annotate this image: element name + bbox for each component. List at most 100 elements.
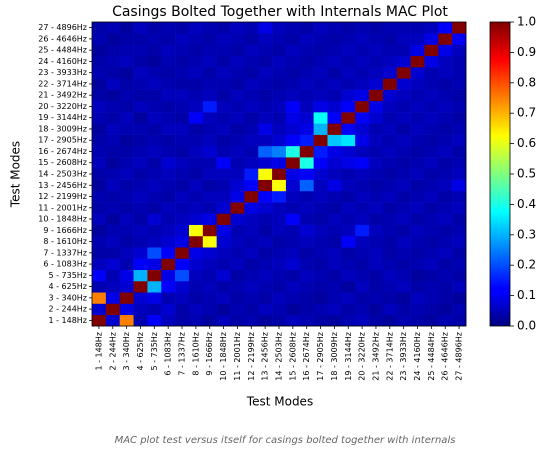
heatmap-cell: [369, 134, 384, 147]
heatmap-cell: [424, 202, 439, 214]
heatmap-cell: [258, 145, 273, 158]
heatmap-cell: [424, 134, 439, 147]
heatmap-cell: [285, 235, 301, 248]
heatmap-cell: [438, 179, 453, 192]
heatmap-cell: [272, 269, 287, 282]
heatmap-cell: [396, 235, 411, 248]
colorbar-tick-label: 0.6: [517, 136, 536, 150]
heatmap-cell: [272, 235, 287, 248]
heatmap-cell: [410, 202, 425, 214]
heatmap-cell: [147, 258, 162, 271]
heatmap-cell: [244, 134, 259, 147]
heatmap-cell: [285, 134, 301, 147]
heatmap-cell: [424, 44, 439, 57]
heatmap-cell: [341, 55, 356, 68]
heatmap-cell: [92, 280, 107, 293]
heatmap-cell: [230, 235, 245, 248]
heatmap-cell: [382, 314, 398, 327]
heatmap-cell: [299, 235, 314, 248]
heatmap-cell: [119, 303, 134, 316]
heatmap-cell: [175, 247, 190, 259]
heatmap-cell: [133, 44, 148, 57]
heatmap-cell: [147, 213, 162, 225]
heatmap-cell: [313, 314, 328, 327]
heatmap-cell: [285, 55, 301, 68]
heatmap-cell: [424, 190, 439, 203]
heatmap-cell: [105, 247, 121, 259]
heatmap-cell: [285, 314, 301, 327]
heatmap-cell: [396, 179, 411, 192]
heatmap-cell: [396, 78, 411, 90]
x-tick-label: 4 - 625Hz: [136, 332, 145, 371]
heatmap-cell: [188, 292, 204, 304]
heatmap-cell: [382, 224, 398, 237]
heatmap-cell: [105, 22, 121, 34]
heatmap-cell: [452, 112, 467, 124]
heatmap-cell: [161, 67, 176, 79]
heatmap-cell: [327, 33, 342, 45]
heatmap-cell: [452, 280, 467, 293]
heatmap-cell: [369, 179, 384, 192]
heatmap-cell: [105, 314, 121, 327]
heatmap-cell: [188, 303, 204, 316]
heatmap-cell: [258, 314, 273, 327]
heatmap-cell: [355, 202, 370, 214]
heatmap-cell: [202, 78, 217, 90]
heatmap-cell: [175, 145, 190, 158]
heatmap-cell: [424, 224, 439, 237]
y-tick-label: 13 - 2456Hz: [38, 181, 87, 190]
heatmap-cell: [341, 168, 356, 180]
heatmap-cell: [161, 235, 176, 248]
heatmap-cell: [119, 224, 134, 237]
heatmap-cell: [202, 292, 217, 304]
heatmap-cell: [299, 202, 314, 214]
heatmap-cell: [133, 157, 148, 169]
heatmap-cell: [327, 224, 342, 237]
heatmap-cell: [119, 89, 134, 102]
heatmap-cell: [438, 213, 453, 225]
heatmap-cell: [313, 157, 328, 169]
y-tick-label: 23 - 3933Hz: [38, 68, 87, 77]
heatmap-cell: [133, 33, 148, 45]
heatmap-cell: [355, 303, 370, 316]
heatmap-cell: [327, 67, 342, 79]
heatmap-cell: [133, 314, 148, 327]
y-tick-label: 15 - 2608Hz: [38, 158, 87, 167]
y-tick-label: 22 - 3714Hz: [38, 79, 87, 88]
heatmap-cell: [299, 303, 314, 316]
heatmap-cell: [161, 292, 176, 304]
heatmap-cell: [438, 280, 453, 293]
heatmap-cell: [313, 190, 328, 203]
heatmap-cell: [216, 235, 231, 248]
heatmap-cell: [161, 303, 176, 316]
heatmap-cell: [147, 33, 162, 45]
heatmap-cell: [105, 292, 121, 304]
heatmap-cell: [410, 269, 425, 282]
heatmap-cell: [382, 78, 398, 90]
heatmap-cell: [382, 235, 398, 248]
heatmap-cell: [313, 224, 328, 237]
heatmap-cell: [175, 224, 190, 237]
heatmap-cell: [341, 89, 356, 102]
x-tick-label: 2 - 244Hz: [108, 332, 117, 371]
heatmap-cell: [452, 179, 467, 192]
heatmap-cell: [396, 224, 411, 237]
heatmap-cell: [396, 44, 411, 57]
heatmap-cell: [230, 314, 245, 327]
heatmap-cell: [424, 145, 439, 158]
heatmap-cell: [161, 44, 176, 57]
y-tick-label: 11 - 2001Hz: [38, 203, 87, 212]
heatmap-cell: [105, 235, 121, 248]
heatmap-cell: [313, 202, 328, 214]
heatmap-cell: [355, 280, 370, 293]
heatmap-cell: [202, 202, 217, 214]
heatmap-cell: [216, 269, 231, 282]
heatmap-cell: [216, 190, 231, 203]
heatmap-cell: [105, 100, 121, 113]
heatmap-cell: [161, 78, 176, 90]
heatmap-cell: [244, 33, 259, 45]
heatmap-cell: [92, 33, 107, 45]
heatmap-cell: [299, 67, 314, 79]
heatmap-cell: [147, 303, 162, 316]
heatmap-cell: [272, 89, 287, 102]
